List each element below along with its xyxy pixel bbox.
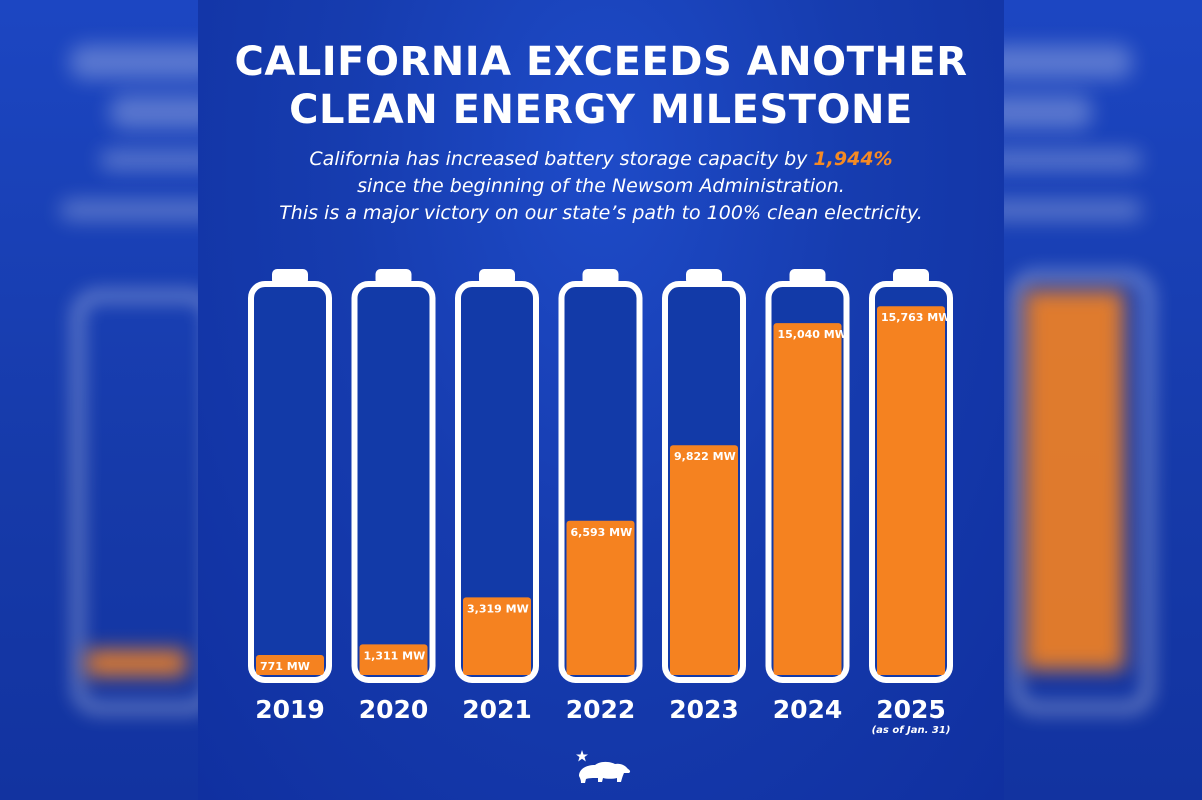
battery-body — [351, 281, 436, 683]
subtitle: California has increased battery storage… — [198, 146, 1004, 227]
battery-2024: 15,040 MW 2024 — [765, 269, 850, 724]
value-label: 1,311 MW — [364, 649, 426, 662]
california-bear-star-icon — [576, 750, 631, 783]
battery-body — [248, 281, 332, 683]
value-label: 3,319 MW — [467, 602, 529, 615]
bar-fill — [773, 323, 842, 675]
year-label: 2022 — [566, 695, 636, 724]
title-line-2: CLEAN ENERGY MILESTONE — [289, 87, 913, 133]
year-label: 2019 — [255, 695, 325, 724]
value-label: 6,593 MW — [571, 526, 633, 539]
value-label: 15,040 MW — [778, 328, 847, 341]
year-label: 2021 — [462, 695, 532, 724]
value-label: 9,822 MW — [674, 450, 736, 463]
battery-2021: 3,319 MW 2021 — [455, 269, 539, 724]
infographic-panel: CALIFORNIA EXCEEDS ANOTHER CLEAN ENERGY … — [198, 0, 1004, 800]
battery-2022: 6,593 MW 2022 — [558, 269, 643, 724]
year-note: (as of Jan. 31) — [872, 725, 951, 736]
bar-fill — [877, 306, 945, 675]
page-title: CALIFORNIA EXCEEDS ANOTHER CLEAN ENERGY … — [198, 38, 1004, 134]
bar-fill — [566, 520, 635, 675]
battery-body — [455, 281, 539, 683]
value-label: 771 MW — [260, 660, 310, 673]
year-label: 2024 — [773, 695, 843, 724]
subtitle-line-2: since the beginning of the Newsom Admini… — [357, 175, 845, 197]
title-line-1: CALIFORNIA EXCEEDS ANOTHER — [234, 39, 968, 85]
bar-fill — [256, 655, 324, 675]
bar-fill — [670, 445, 738, 675]
year-label: 2023 — [669, 695, 739, 724]
year-label: 2020 — [359, 695, 429, 724]
bar-fill — [463, 597, 531, 675]
battery-2020: 1,311 MW 2020 — [351, 269, 436, 724]
value-label: 15,763 MW — [881, 311, 950, 324]
battery-2019: 771 MW 2019 — [248, 269, 332, 724]
subtitle-highlight: 1,944% — [813, 148, 893, 170]
battery-2023: 9,822 MW 2023 — [662, 269, 746, 724]
battery-chart: 771 MW 2019 1,311 MW 2020 3,319 MW 2021 6,593 … — [248, 269, 953, 736]
battery-2025: 15,763 MW 2025(as of Jan. 31) — [869, 269, 953, 736]
bar-fill — [359, 644, 428, 675]
year-label: 2025 — [876, 695, 946, 724]
subtitle-line-3: This is a major victory on our state’s p… — [279, 202, 923, 224]
blurred-background-left — [0, 0, 198, 800]
blurred-background-right — [1004, 0, 1202, 800]
subtitle-line-1: California has increased battery storage… — [309, 148, 808, 170]
